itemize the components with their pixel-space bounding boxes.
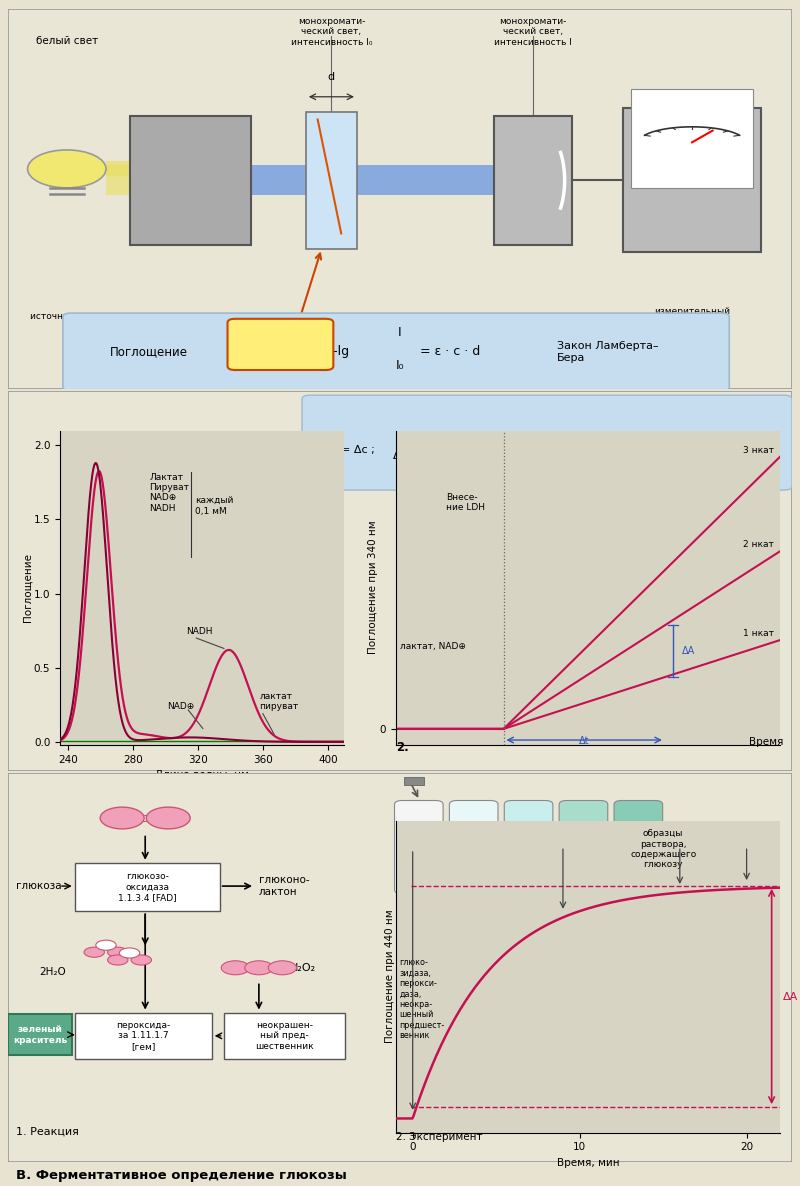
Circle shape: [119, 948, 140, 958]
Text: источник света: источник света: [30, 312, 104, 321]
Text: белый свет: белый свет: [36, 36, 98, 46]
Text: d: d: [328, 71, 335, 82]
FancyBboxPatch shape: [227, 319, 334, 370]
Text: неокрашен-
ный пред-
шественник: неокрашен- ный пред- шественник: [255, 1021, 314, 1051]
Text: ε: ε: [318, 453, 325, 463]
Text: пероксида-
за 1.11.1.7
[гем]: пероксида- за 1.11.1.7 [гем]: [116, 1021, 170, 1051]
Bar: [623, 108, 761, 253]
Y-axis label: Поглощение: Поглощение: [22, 553, 32, 623]
X-axis label: Время, мин: Время, мин: [557, 1158, 619, 1168]
Circle shape: [27, 149, 106, 187]
Text: Δt · ε: Δt · ε: [394, 451, 422, 461]
Text: раствор образца,
концентрация с: раствор образца, концентрация с: [361, 330, 443, 350]
Text: Δt: Δt: [445, 451, 457, 461]
Circle shape: [107, 955, 128, 965]
Text: O₂: O₂: [177, 811, 190, 824]
Text: Поглощение: Поглощение: [110, 345, 188, 358]
Text: детектор: детектор: [510, 312, 556, 321]
Text: 2H₂O: 2H₂O: [39, 967, 66, 976]
Bar: [251, 165, 494, 196]
Text: монохромати-
ческий свет,
интенсивность I: монохромати- ческий свет, интенсивность …: [494, 17, 572, 47]
Text: ΔA: ΔA: [783, 991, 798, 1001]
Bar: [74, 1013, 212, 1059]
Text: v ≈ оценивает
ферментативную
активность: v ≈ оценивает ферментативную активность: [506, 431, 602, 464]
Text: зеленый
краситель: зеленый краситель: [13, 1025, 67, 1045]
Bar: [631, 89, 753, 187]
Circle shape: [245, 961, 273, 975]
Text: лактат
пируват: лактат пируват: [260, 691, 299, 712]
Text: ΔA: ΔA: [682, 646, 695, 656]
Circle shape: [268, 961, 297, 975]
Circle shape: [131, 955, 151, 965]
Text: Внесе-
ние LDH: Внесе- ние LDH: [446, 492, 485, 512]
Circle shape: [222, 961, 250, 975]
FancyBboxPatch shape: [394, 801, 443, 894]
Text: ΔA: ΔA: [314, 438, 330, 447]
Text: I₀: I₀: [396, 359, 404, 372]
Text: Время: Время: [750, 737, 784, 747]
Circle shape: [100, 808, 144, 829]
Text: I: I: [398, 326, 402, 339]
Text: = v ;: = v ;: [464, 442, 491, 453]
FancyBboxPatch shape: [63, 313, 730, 391]
Text: NAD⊕: NAD⊕: [167, 702, 194, 712]
Text: = ε · c · d: = ε · c · d: [420, 345, 480, 358]
Text: В. Ферментативное определение глюкозы: В. Ферментативное определение глюкозы: [16, 1169, 346, 1181]
Bar: [74, 862, 220, 911]
Text: 3 нкат: 3 нкат: [743, 446, 774, 454]
Circle shape: [84, 948, 105, 957]
Text: ΔA: ΔA: [400, 434, 415, 444]
Bar: [494, 116, 573, 244]
Bar: [306, 111, 357, 249]
FancyBboxPatch shape: [302, 395, 792, 490]
Text: Δc: Δc: [444, 434, 458, 444]
Text: Absorption: Absorption: [673, 176, 711, 181]
Text: монохроматор: монохроматор: [155, 312, 225, 321]
Text: 1. Реакция: 1. Реакция: [16, 1127, 78, 1136]
Circle shape: [107, 948, 128, 957]
Bar: [8, 1014, 72, 1056]
Text: 2.: 2.: [396, 741, 409, 754]
Circle shape: [146, 808, 190, 829]
Text: = Δc ;: = Δc ;: [341, 445, 375, 455]
X-axis label: Длина волны, нм: Длина волны, нм: [155, 770, 249, 780]
Bar: [224, 1013, 345, 1059]
FancyBboxPatch shape: [450, 801, 498, 894]
Y-axis label: Поглощение при 340 нм: Поглощение при 340 нм: [368, 521, 378, 655]
Text: поглощение
света: поглощение света: [251, 334, 310, 355]
Text: монохромати-
ческий свет,
интенсивность I₀: монохромати- ческий свет, интенсивность …: [290, 17, 372, 47]
Text: измерительный
прибор: измерительный прибор: [654, 307, 730, 326]
Text: каждый
0,1 мМ: каждый 0,1 мМ: [194, 496, 233, 516]
Text: NADH: NADH: [186, 626, 213, 636]
Text: глюкоза: глюкоза: [16, 881, 62, 891]
Text: A = -lg: A = -lg: [306, 345, 349, 358]
FancyArrow shape: [106, 161, 157, 177]
Text: А. Основы спектрофотометрии: А. Основы спектрофотометрии: [16, 400, 256, 412]
FancyBboxPatch shape: [614, 801, 662, 894]
Text: 1 нкат: 1 нкат: [743, 629, 774, 638]
Text: 2. Эксперимент: 2. Эксперимент: [396, 1131, 482, 1142]
FancyBboxPatch shape: [559, 801, 608, 894]
Circle shape: [96, 940, 116, 950]
Text: глюко-
зидаза,
перокси-
даза,
неокра-
шенный
предшест-
венник: глюко- зидаза, перокси- даза, неокра- ше…: [399, 958, 445, 1040]
Text: Закон Ламберта–
Бера: Закон Ламберта– Бера: [557, 342, 658, 363]
Bar: [106, 165, 130, 196]
FancyBboxPatch shape: [504, 801, 553, 894]
Text: =: =: [427, 442, 437, 453]
Text: Лактат
Пируват
NAD⊕
NADH: Лактат Пируват NAD⊕ NADH: [150, 473, 190, 512]
Text: 1.: 1.: [62, 773, 74, 786]
Bar: [130, 116, 251, 244]
Text: Δt: Δt: [579, 737, 590, 746]
Text: Б. Определение активности лактатдегидрогеназы: Б. Определение активности лактатдегидрог…: [16, 782, 410, 793]
Text: 2 нкат: 2 нкат: [743, 541, 774, 549]
Text: лактат, NAD⊕: лактат, NAD⊕: [400, 643, 466, 651]
Text: образцы
раствора,
содержащего
глюкозу: образцы раствора, содержащего глюкозу: [630, 829, 696, 869]
Y-axis label: Поглощение при 440 нм: Поглощение при 440 нм: [385, 910, 394, 1044]
Text: H₂O₂: H₂O₂: [290, 963, 316, 973]
Text: глюкозо-
оксидаза
1.1.3.4 [FAD]: глюкозо- оксидаза 1.1.3.4 [FAD]: [118, 872, 177, 903]
Bar: [404, 777, 423, 785]
Text: глюконо-
лактон: глюконо- лактон: [259, 875, 310, 897]
